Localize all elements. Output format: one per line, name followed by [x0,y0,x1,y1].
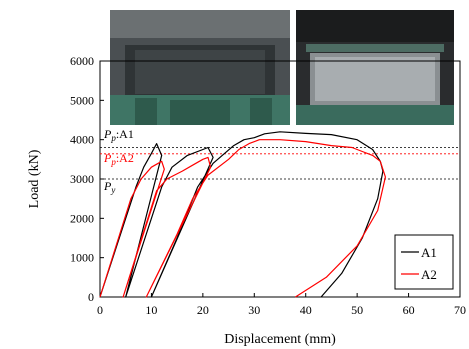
x-tick-label: 70 [454,303,466,317]
x-axis-label: Displacement (mm) [224,332,336,347]
x-tick-label: 10 [145,303,157,317]
y-axis-ticks: 0 1000 2000 3000 4000 5000 6000 [70,54,104,304]
x-tick-label: 20 [197,303,209,317]
legend: A1 A2 [394,234,454,290]
y-tick-label: 6000 [70,54,94,68]
y-tick-label: 2000 [70,211,94,225]
y-tick-label: 5000 [70,93,94,107]
series-a2-line [99,139,386,298]
legend-label-a1: A1 [421,245,437,260]
x-tick-label: 30 [248,303,260,317]
y-axis-label: Load (kN) [27,149,42,208]
x-tick-label: 40 [300,303,312,317]
reference-lines [100,147,460,180]
x-tick-label: 0 [97,303,103,317]
x-axis-ticks: 0 10 20 30 40 50 60 70 [97,293,466,317]
x-tick-label: 60 [403,303,415,317]
series-a1-line [99,131,384,298]
legend-label-a2: A2 [421,267,437,282]
x-tick-label: 50 [351,303,363,317]
series-group [99,131,386,298]
annotation-py: Py [103,179,115,195]
test-setup-photo-left [110,10,290,125]
y-tick-label: 1000 [70,251,94,265]
y-tick-label: 3000 [70,172,94,186]
annotation-pp-a2: Pp:A2 [103,151,134,167]
test-setup-photo-right [296,10,454,125]
y-tick-label: 0 [88,290,94,304]
annotation-pp-a1: Pp:A1 [103,127,134,143]
reference-annotations: Pp:A1 Pp:A2 Py [103,127,134,195]
y-tick-label: 4000 [70,133,94,147]
